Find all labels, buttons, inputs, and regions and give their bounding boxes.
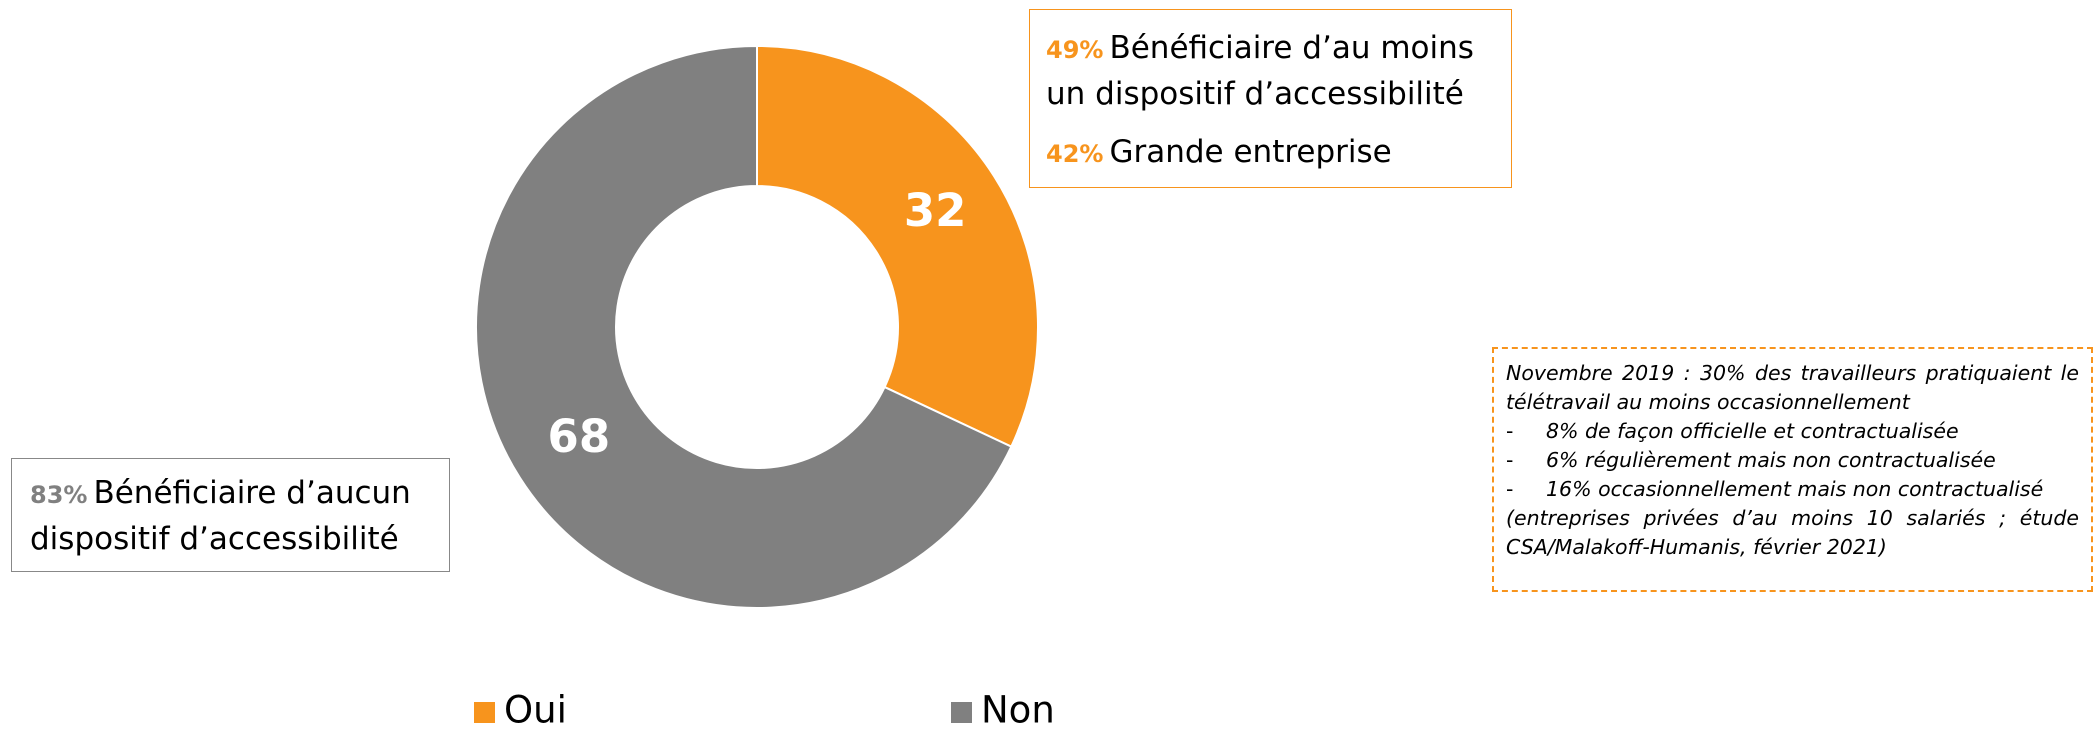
callout-text: Grande entreprise xyxy=(1109,134,1392,170)
note-title: Novembre 2019 : 30% des travailleurs pra… xyxy=(1506,361,2079,414)
note-item-text: 8% de façon officielle et contractualisé… xyxy=(1546,419,1959,443)
callout-text: Bénéficiaire d’aucun dispositif d’access… xyxy=(30,475,411,557)
callout-pct: 83% xyxy=(30,481,88,509)
note-source: (entreprises privées d’au moins 10 salar… xyxy=(1506,506,2079,559)
legend-swatch xyxy=(951,702,972,723)
legend-swatch xyxy=(474,702,495,723)
slice xyxy=(756,44,1040,448)
callout-oui: 49% Bénéficiaire d’au moins un dispositif… xyxy=(1029,9,1512,188)
data-label: 32 xyxy=(904,184,967,237)
note-item-text: 16% occasionnellement mais non contractu… xyxy=(1546,477,2044,501)
callout-line: 49% Bénéficiaire d’au moins un dispositif… xyxy=(1046,26,1495,116)
note: Novembre 2019 : 30% des travailleurs pra… xyxy=(1492,347,2093,592)
callout-pct: 49% xyxy=(1046,36,1104,64)
note-item: -6% régulièrement mais non contractualis… xyxy=(1506,446,2079,475)
note-item-text: 6% régulièrement mais non contractualisé… xyxy=(1546,448,1996,472)
legend-label: Oui xyxy=(504,689,567,731)
callout-line: 42% Grande entreprise xyxy=(1046,130,1495,176)
callout-text: Bénéficiaire d’au moins un dispositif d’… xyxy=(1046,30,1474,112)
data-label: 68 xyxy=(548,410,611,463)
note-item: -8% de façon officielle et contractualis… xyxy=(1506,417,2079,446)
legend-label: Non xyxy=(981,689,1055,731)
callout-pct: 42% xyxy=(1046,140,1104,168)
note-item: -16% occasionnellement mais non contract… xyxy=(1506,475,2079,504)
slice xyxy=(475,44,1013,609)
callout-non: 83% Bénéficiaire d’aucun dispositif d’acc… xyxy=(11,458,450,572)
